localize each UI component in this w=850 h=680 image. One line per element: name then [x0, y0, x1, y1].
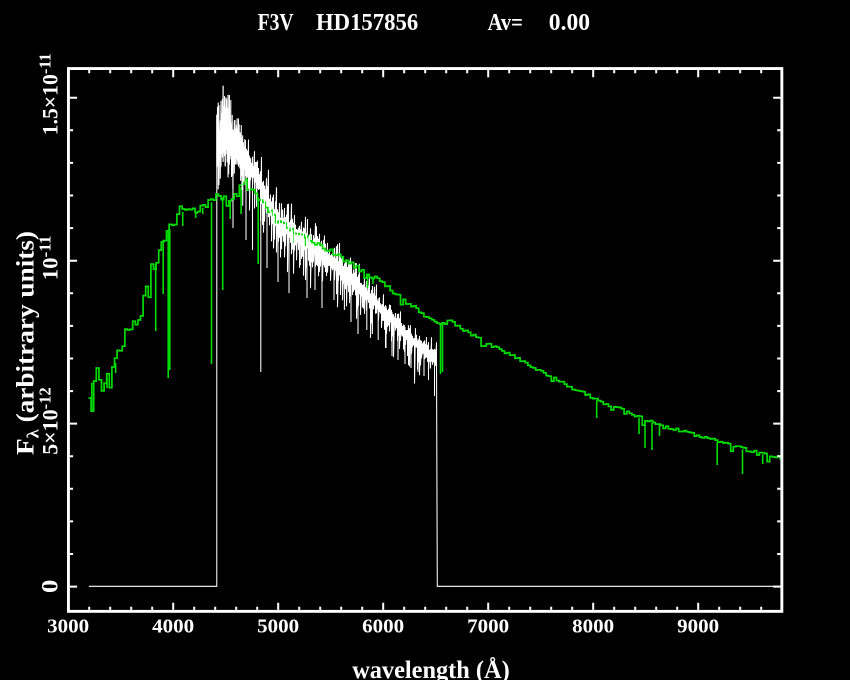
svg-text:wavelength (Å): wavelength (Å) [352, 656, 510, 680]
svg-text:6000: 6000 [362, 616, 404, 638]
svg-text:0: 0 [38, 580, 63, 593]
svg-text:5000: 5000 [257, 616, 299, 638]
svg-text:3000: 3000 [47, 616, 89, 638]
svg-text:Av=: Av= [488, 9, 523, 36]
svg-text:0.00: 0.00 [549, 9, 590, 36]
svg-text:9000: 9000 [677, 616, 719, 638]
svg-text:F3V: F3V [258, 9, 294, 36]
svg-text:Fλ (arbitrary units): Fλ (arbitrary units) [13, 231, 43, 455]
svg-text:4000: 4000 [152, 616, 194, 638]
svg-text:10-11: 10-11 [36, 235, 63, 280]
svg-text:5×10-12: 5×10-12 [36, 387, 63, 455]
svg-text:7000: 7000 [467, 616, 509, 638]
svg-text:HD157856: HD157856 [316, 9, 418, 36]
svg-text:8000: 8000 [572, 616, 614, 638]
